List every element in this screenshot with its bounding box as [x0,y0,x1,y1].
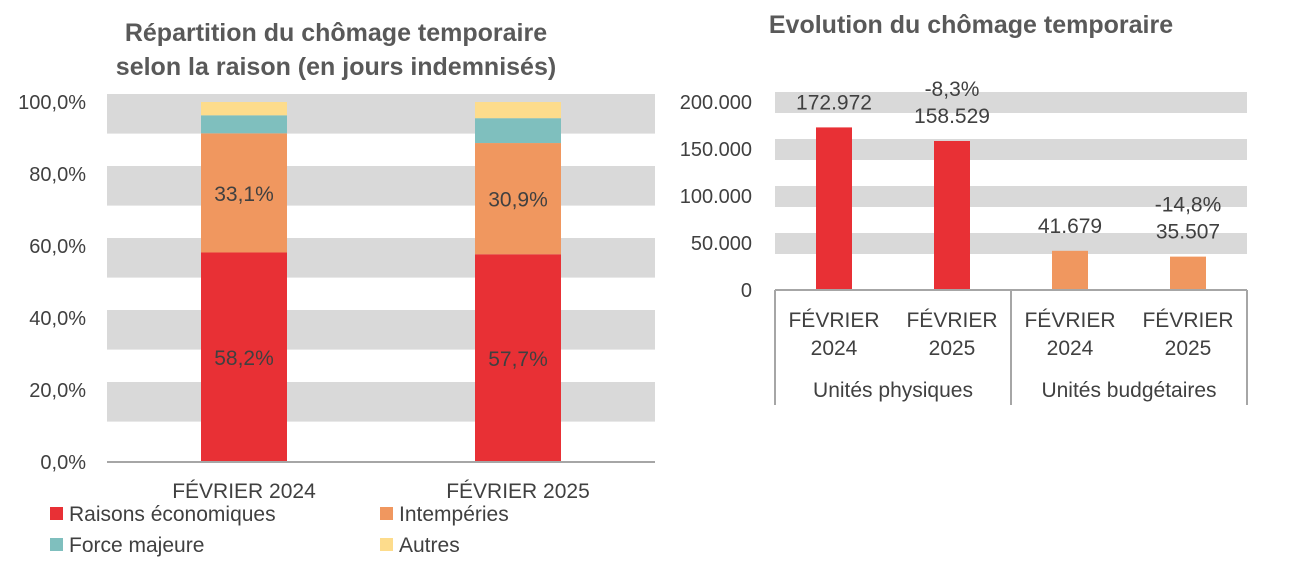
left-chart-title-line-1: Répartition du chômage temporaire [125,19,547,47]
right-bar [934,140,970,290]
left-data-label: 58,2% [214,347,274,370]
right-x-tick-label: FÉVRIER [788,309,879,332]
left-grid-band [107,238,655,278]
left-bar-segment [201,133,287,253]
right-bar [1052,250,1088,290]
right-x-tick-label: FÉVRIER [1142,309,1233,332]
right-data-label: 158.529 [914,105,990,128]
legend-swatch [50,507,63,520]
right-x-tick-label: 2024 [1047,337,1094,360]
legend-swatch [50,538,63,551]
right-x-tick-label: 2025 [1165,337,1212,360]
right-y-tick-label: 100.000 [680,186,752,208]
left-y-tick-label: 80,0% [29,164,86,186]
right-bar [816,127,852,291]
right-x-tick-label: FÉVRIER [1024,309,1115,332]
right-group-label: Unités physiques [813,379,973,402]
left-bar-segment [475,118,561,144]
left-grid-band [107,382,655,422]
grouped-bar-chart: Evolution du chômage temporaire 0 50.000 1… [680,11,1248,405]
legend-swatch [380,538,393,551]
left-grid-band [107,94,655,134]
legend-label: Intempéries [399,503,509,526]
right-grid-band [775,139,1247,160]
right-data-label: 41.679 [1038,215,1102,238]
right-change-label: -8,3% [925,78,980,101]
right-x-tick-label: 2024 [811,337,858,360]
left-y-tick-label: 20,0% [29,380,86,402]
left-y-tick-label: 60,0% [29,236,86,258]
left-grid-band [107,310,655,350]
right-grid-band [775,92,1247,113]
left-chart-title-line-2: selon la raison (en jours indemnisés) [116,53,556,81]
right-group-label: Unités budgétaires [1041,379,1216,402]
right-chart-title: Evolution du chômage temporaire [769,11,1173,39]
left-y-tick-label: 40,0% [29,308,86,330]
left-y-tick-label: 0,0% [40,452,86,474]
left-x-tick-label: FÉVRIER 2024 [172,480,316,503]
right-y-tick-label: 150.000 [680,139,752,161]
left-bar-segment [475,143,561,255]
right-x-tick-label: FÉVRIER [906,309,997,332]
right-y-tick-label: 0 [741,280,752,302]
legend-label: Autres [399,534,460,557]
right-data-label: 35.507 [1156,221,1220,244]
left-bar-segment [201,102,287,116]
left-y-tick-label: 100,0% [18,92,86,114]
legend-swatch [380,507,393,520]
right-y-tick-label: 50.000 [691,233,752,255]
left-bar-segment [201,252,287,462]
left-bar-segment [201,115,287,134]
right-bar [1170,256,1206,290]
right-grid-band [775,233,1247,254]
left-bar-segment [475,102,561,119]
right-data-label: 172.972 [796,91,872,114]
right-grid-band [775,186,1247,207]
left-data-label: 57,7% [488,348,548,371]
left-data-label: 33,1% [214,183,274,206]
left-bar-segment [475,254,561,462]
legend-label: Raisons économiques [69,503,276,526]
stacked-bar-chart: Répartition du chômage temporaire selon … [18,19,655,557]
right-y-tick-label: 200.000 [680,92,752,114]
left-data-label: 30,9% [488,189,548,212]
left-grid-band [107,166,655,206]
right-change-label: -14,8% [1155,194,1222,217]
left-x-tick-label: FÉVRIER 2025 [446,480,590,503]
legend-label: Force majeure [69,534,204,557]
right-x-tick-label: 2025 [929,337,976,360]
